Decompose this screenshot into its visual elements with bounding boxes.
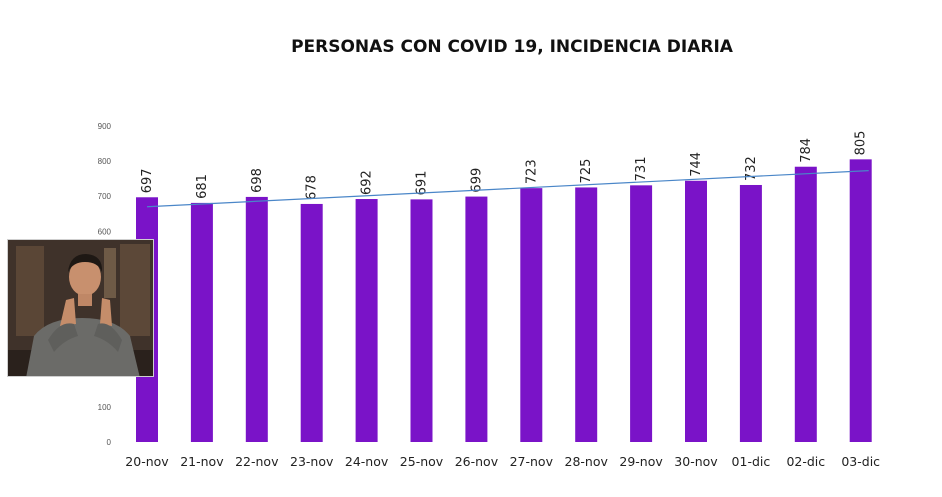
x-tick-label: 20-nov xyxy=(125,454,169,469)
bar xyxy=(794,166,817,442)
bar xyxy=(520,188,543,442)
interpreter-icon xyxy=(8,240,153,376)
x-tick-label: 30-nov xyxy=(674,454,718,469)
bar xyxy=(739,184,762,442)
bar xyxy=(575,187,598,442)
data-label: 698 xyxy=(250,168,265,193)
x-tick-label: 26-nov xyxy=(455,454,499,469)
y-tick-label: 600 xyxy=(98,227,112,236)
data-labels: 697 681 698 678 692 691 699 723 725 731 744 732 784 8… xyxy=(140,131,869,200)
data-label: 784 xyxy=(799,138,814,163)
bar xyxy=(355,199,378,442)
y-tick-label: 900 xyxy=(98,122,112,131)
y-tick-label: 700 xyxy=(98,192,112,201)
data-label: 692 xyxy=(360,170,375,195)
bar xyxy=(849,159,872,442)
sign-language-interpreter-video xyxy=(7,239,154,377)
data-label: 697 xyxy=(140,168,155,193)
x-tick-label: 22-nov xyxy=(235,454,279,469)
x-tick-label: 01-dic xyxy=(732,454,771,469)
y-tick-label: 0 xyxy=(107,438,112,447)
x-tick-label: 28-nov xyxy=(565,454,609,469)
bar xyxy=(465,196,488,442)
x-tick-label: 03-dic xyxy=(841,454,880,469)
bar xyxy=(300,203,323,442)
y-tick-label: 100 xyxy=(98,403,112,412)
x-tick-label: 02-dic xyxy=(786,454,825,469)
x-tick-label: 23-nov xyxy=(290,454,334,469)
y-tick-label: 800 xyxy=(98,157,112,166)
data-label: 744 xyxy=(689,152,704,177)
x-tick-label: 21-nov xyxy=(180,454,224,469)
data-label: 731 xyxy=(634,157,649,182)
data-label: 678 xyxy=(305,175,320,200)
x-tick-label: 25-nov xyxy=(400,454,444,469)
bar xyxy=(685,180,707,443)
data-label: 723 xyxy=(524,159,539,184)
bar xyxy=(410,199,433,442)
data-label: 805 xyxy=(854,131,869,156)
x-tick-label: 29-nov xyxy=(619,454,663,469)
bar xyxy=(630,185,653,443)
data-label: 699 xyxy=(469,168,484,193)
chart-title: PERSONAS CON COVID 19, INCIDENCIA DIARIA xyxy=(291,37,734,57)
trendline xyxy=(146,169,869,208)
data-label: 732 xyxy=(744,156,759,181)
data-label: 725 xyxy=(579,159,594,184)
x-axis: 20-nov 21-nov 22-nov 23-nov 24-nov 25-nov 26-n… xyxy=(125,454,880,469)
bar xyxy=(245,196,268,442)
bar xyxy=(190,202,213,442)
x-tick-label: 24-nov xyxy=(345,454,389,469)
data-label: 691 xyxy=(415,171,430,196)
x-tick-label: 27-nov xyxy=(510,454,554,469)
data-label: 681 xyxy=(195,174,210,199)
